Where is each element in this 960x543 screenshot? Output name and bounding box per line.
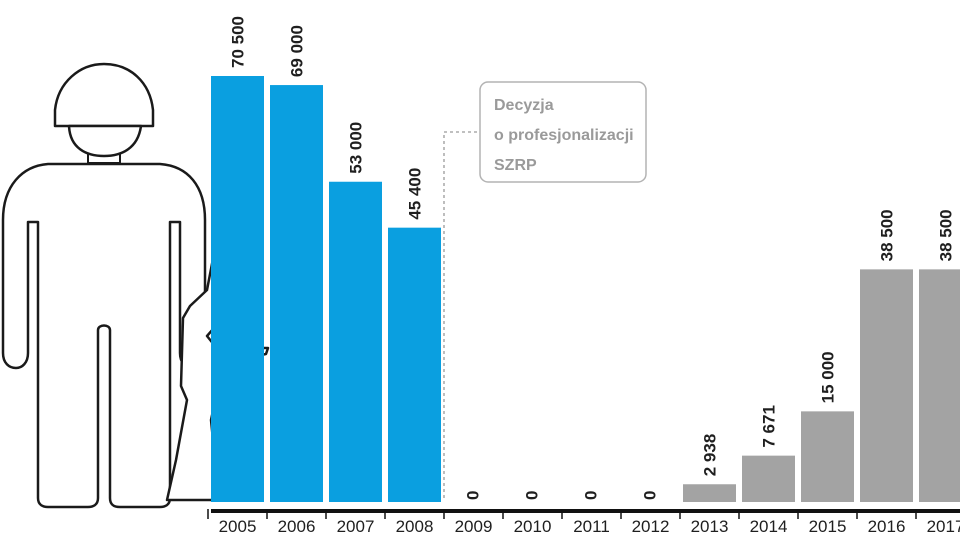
annotation-leader-line: [444, 132, 480, 498]
bar-2013: [683, 484, 736, 502]
bar-2005: [211, 76, 264, 502]
annotation-line-3: SZRP: [494, 157, 537, 174]
bar-2006: [270, 85, 323, 502]
value-label-2006: 69 000: [288, 25, 307, 77]
bar-2014: [742, 456, 795, 502]
value-label-2012: 0: [641, 491, 660, 500]
value-label-2016: 38 500: [878, 209, 897, 261]
annotation-decision: Decyzja o profesjonalizacji SZRP: [444, 82, 646, 498]
bar-2017: [919, 269, 960, 502]
bar-2015: [801, 411, 854, 502]
tick-label-2013: 2013: [691, 517, 729, 536]
annotation-line-1: Decyzja: [494, 97, 554, 114]
tick-label-2006: 2006: [278, 517, 316, 536]
tick-label-2009: 2009: [455, 517, 493, 536]
value-label-2015: 15 000: [819, 351, 838, 403]
tick-label-2014: 2014: [750, 517, 788, 536]
x-axis: 2005 2006 2007 2008 2009 2010 2011 2012 2013 2014…: [208, 509, 960, 536]
bar-2008: [388, 228, 441, 502]
bar-2007: [329, 182, 382, 502]
value-label-2010: 0: [523, 491, 542, 500]
tick-label-2015: 2015: [809, 517, 847, 536]
tick-label-2007: 2007: [337, 517, 375, 536]
value-label-2007: 53 000: [347, 122, 366, 174]
value-label-2013: 2 938: [701, 434, 720, 477]
tick-label-2016: 2016: [868, 517, 906, 536]
value-label-2009: 0: [464, 491, 483, 500]
tick-label-2017: 2017: [927, 517, 960, 536]
value-label-2017: 38 500: [937, 209, 956, 261]
tick-label-2011: 2011: [573, 517, 610, 536]
bar-2016: [860, 269, 913, 502]
value-label-2011: 0: [582, 491, 601, 500]
tick-label-2008: 2008: [396, 517, 434, 536]
value-label-2005: 70 500: [229, 16, 248, 68]
tick-label-2005: 2005: [219, 517, 257, 536]
tick-label-2012: 2012: [632, 517, 670, 536]
tick-label-2010: 2010: [514, 517, 552, 536]
annotation-line-2: o profesjonalizacji: [494, 127, 634, 144]
value-label-2014: 7 671: [760, 405, 779, 448]
value-label-2008: 45 400: [406, 168, 425, 220]
